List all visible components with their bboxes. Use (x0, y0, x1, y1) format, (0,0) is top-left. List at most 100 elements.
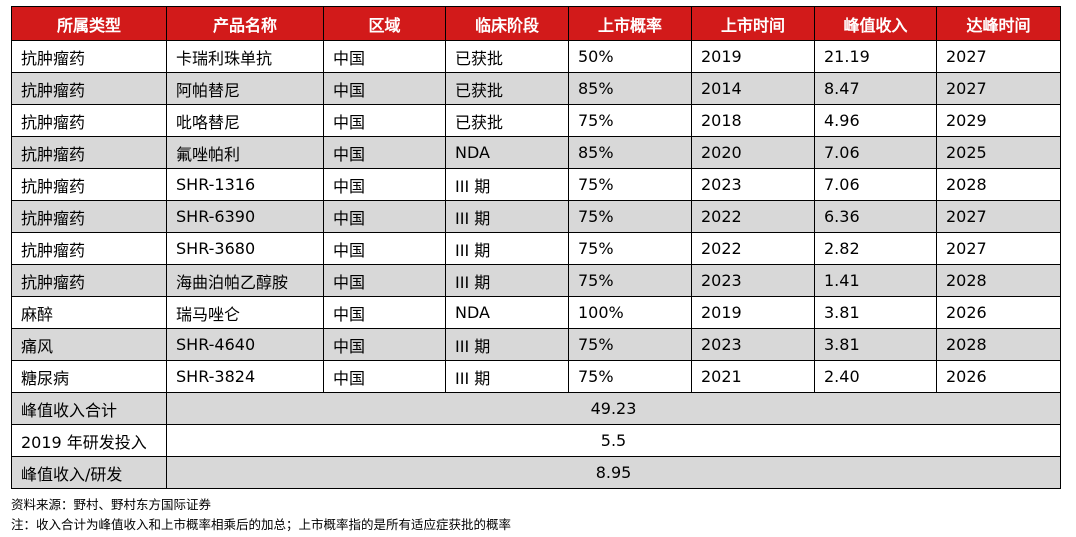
header-peak-year: 达峰时间 (936, 6, 1061, 41)
cell-type: 抗肿瘤药 (11, 104, 167, 137)
header-row: 所属类型 产品名称 区域 临床阶段 上市概率 上市时间 峰值收入 达峰时间 (11, 6, 1061, 41)
cell-probability: 75% (568, 168, 692, 201)
cell-peak-year: 2025 (936, 136, 1061, 169)
table-row: 抗肿瘤药 卡瑞利珠单抗 中国 已获批 50% 2019 21.19 2027 (11, 40, 1061, 73)
cell-stage: III 期 (445, 200, 569, 233)
header-launch-year: 上市时间 (691, 6, 815, 41)
cell-product: SHR-6390 (166, 200, 324, 233)
header-type: 所属类型 (11, 6, 167, 41)
cell-peak-revenue: 7.06 (814, 168, 937, 201)
summary-value: 5.5 (166, 424, 1061, 457)
cell-launch-year: 2018 (691, 104, 815, 137)
cell-product: 吡咯替尼 (166, 104, 324, 137)
cell-peak-revenue: 1.41 (814, 264, 937, 297)
cell-type: 麻醉 (11, 296, 167, 329)
cell-stage: III 期 (445, 328, 569, 361)
table-body: 抗肿瘤药 卡瑞利珠单抗 中国 已获批 50% 2019 21.19 2027 抗肿瘤药 阿帕替尼中… (11, 40, 1061, 489)
cell-peak-year: 2027 (936, 232, 1061, 265)
cell-peak-year: 2026 (936, 360, 1061, 393)
cell-peak-year: 2026 (936, 296, 1061, 329)
cell-launch-year: 2022 (691, 200, 815, 233)
cell-type: 抗肿瘤药 (11, 232, 167, 265)
cell-peak-year: 2028 (936, 264, 1061, 297)
table-row: 抗肿瘤药 SHR-6390 中国 III 期 75% 2022 6.36 2027 (11, 200, 1061, 233)
summary-label: 峰值收入/研发 (11, 456, 167, 489)
cell-peak-revenue: 7.06 (814, 136, 937, 169)
table-row: 麻醉 瑞马唑仑 中国 NDA 100% 2019 3.81 2026 (11, 296, 1061, 329)
cell-stage: NDA (445, 296, 569, 329)
cell-region: 中国 (323, 72, 446, 105)
cell-stage: 已获批 (445, 72, 569, 105)
summary-value: 8.95 (166, 456, 1061, 489)
table-row: 抗肿瘤药 吡咯替尼 中国 已获批 75% 2018 4.96 2029 (11, 104, 1061, 137)
cell-probability: 85% (568, 136, 692, 169)
cell-region: 中国 (323, 296, 446, 329)
table-row: 抗肿瘤药 SHR-1316 中国 III 期 75% 2023 7.06 2028 (11, 168, 1061, 201)
cell-region: 中国 (323, 328, 446, 361)
cell-probability: 85% (568, 72, 692, 105)
cell-type: 抗肿瘤药 (11, 40, 167, 73)
cell-launch-year: 2021 (691, 360, 815, 393)
cell-product: 阿帕替尼 (166, 72, 324, 105)
cell-peak-revenue: 8.47 (814, 72, 937, 105)
cell-peak-year: 2029 (936, 104, 1061, 137)
cell-probability: 50% (568, 40, 692, 73)
summary-label: 2019 年研发投入 (11, 424, 167, 457)
table-row: 抗肿瘤药 氟唑帕利 中国 NDA 85% 2020 7.06 2025 (11, 136, 1061, 169)
cell-stage: III 期 (445, 360, 569, 393)
cell-product: SHR-3824 (166, 360, 324, 393)
cell-region: 中国 (323, 104, 446, 137)
cell-launch-year: 2019 (691, 296, 815, 329)
table-row: 抗肿瘤药 阿帕替尼 中国 已获批 85% 2014 8.47 2027 (11, 72, 1061, 105)
cell-peak-revenue: 3.81 (814, 296, 937, 329)
table-row: 痛风 SHR-4640 中国 III 期 75% 2023 3.81 2028 (11, 328, 1061, 361)
cell-peak-revenue: 6.36 (814, 200, 937, 233)
cell-peak-year: 2028 (936, 168, 1061, 201)
cell-peak-year: 2027 (936, 72, 1061, 105)
cell-product: 瑞马唑仑 (166, 296, 324, 329)
cell-peak-year: 2027 (936, 40, 1061, 73)
cell-peak-revenue: 4.96 (814, 104, 937, 137)
cell-probability: 75% (568, 104, 692, 137)
table-row: 抗肿瘤药 SHR-3680 中国 III 期 75% 2022 2.82 2027 (11, 232, 1061, 265)
cell-type: 痛风 (11, 328, 167, 361)
cell-region: 中国 (323, 136, 446, 169)
cell-probability: 100% (568, 296, 692, 329)
cell-peak-revenue: 2.40 (814, 360, 937, 393)
summary-row: 峰值收入合计 49.23 (11, 392, 1061, 425)
cell-probability: 75% (568, 328, 692, 361)
cell-type: 抗肿瘤药 (11, 136, 167, 169)
cell-type: 抗肿瘤药 (11, 72, 167, 105)
summary-label: 峰值收入合计 (11, 392, 167, 425)
cell-stage: III 期 (445, 232, 569, 265)
cell-launch-year: 2014 (691, 72, 815, 105)
cell-launch-year: 2023 (691, 168, 815, 201)
cell-launch-year: 2022 (691, 232, 815, 265)
calculation-note: 注：收入合计为峰值收入和上市概率相乘后的加总；上市概率指的是所有适应症获批的概率 (11, 517, 512, 532)
cell-region: 中国 (323, 40, 446, 73)
cell-peak-year: 2027 (936, 200, 1061, 233)
cell-type: 抗肿瘤药 (11, 264, 167, 297)
cell-stage: NDA (445, 136, 569, 169)
cell-launch-year: 2020 (691, 136, 815, 169)
summary-row: 2019 年研发投入 5.5 (11, 424, 1061, 457)
cell-product: 卡瑞利珠单抗 (166, 40, 324, 73)
header-peak-revenue: 峰值收入 (814, 6, 937, 41)
cell-launch-year: 2019 (691, 40, 815, 73)
cell-peak-revenue: 3.81 (814, 328, 937, 361)
cell-probability: 75% (568, 264, 692, 297)
cell-launch-year: 2023 (691, 328, 815, 361)
cell-stage: 已获批 (445, 40, 569, 73)
cell-stage: III 期 (445, 168, 569, 201)
cell-type: 抗肿瘤药 (11, 168, 167, 201)
drug-pipeline-table: 所属类型 产品名称 区域 临床阶段 上市概率 上市时间 峰值收入 达峰时间 抗肿… (11, 6, 1061, 489)
header-stage: 临床阶段 (445, 6, 569, 41)
cell-probability: 75% (568, 360, 692, 393)
cell-product: SHR-3680 (166, 232, 324, 265)
cell-region: 中国 (323, 264, 446, 297)
cell-launch-year: 2023 (691, 264, 815, 297)
cell-region: 中国 (323, 168, 446, 201)
cell-stage: 已获批 (445, 104, 569, 137)
table-row: 抗肿瘤药 海曲泊帕乙醇胺 中国 III 期 75% 2023 1.41 2028 (11, 264, 1061, 297)
header-product: 产品名称 (166, 6, 324, 41)
